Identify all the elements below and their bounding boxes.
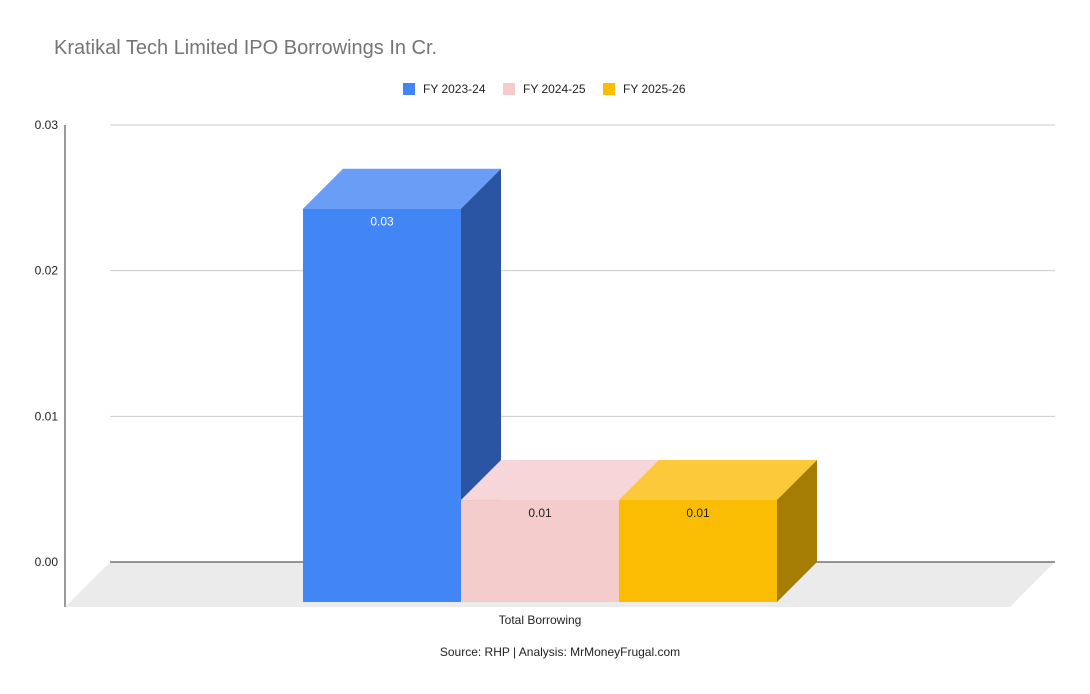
x-tick-label: Total Borrowing (499, 613, 582, 627)
bar-top-face (461, 460, 659, 501)
source-note: Source: RHP | Analysis: MrMoneyFrugal.co… (440, 645, 680, 659)
bar-top-face (303, 168, 501, 209)
data-label: 0.01 (528, 506, 552, 520)
legend-swatch (503, 83, 515, 95)
chart-title: Kratikal Tech Limited IPO Borrowings In … (54, 37, 437, 59)
y-axis-ticks: 0.00 0.01 0.02 0.03 (35, 118, 59, 569)
data-label: 0.03 (370, 215, 394, 229)
bar-front-face (303, 208, 461, 602)
legend: FY 2023-24 FY 2024-25 FY 2025-26 (403, 82, 686, 96)
bar-front-face (461, 500, 619, 602)
bar-side-face (777, 460, 817, 602)
y-tick-label: 0.00 (35, 555, 59, 569)
bar-top-face (619, 460, 817, 501)
legend-swatch (603, 83, 615, 95)
legend-swatch (403, 83, 415, 95)
bar: 0.01 (619, 460, 817, 602)
data-label: 0.01 (686, 506, 710, 520)
y-tick-label: 0.02 (35, 264, 59, 278)
y-tick-label: 0.01 (35, 409, 59, 423)
bars: 0.03 0.01 0.01 (303, 168, 817, 602)
bar-front-face (619, 500, 777, 602)
legend-label: FY 2025-26 (623, 82, 686, 96)
legend-label: FY 2024-25 (523, 82, 586, 96)
y-tick-label: 0.03 (35, 118, 59, 132)
legend-label: FY 2023-24 (423, 82, 486, 96)
